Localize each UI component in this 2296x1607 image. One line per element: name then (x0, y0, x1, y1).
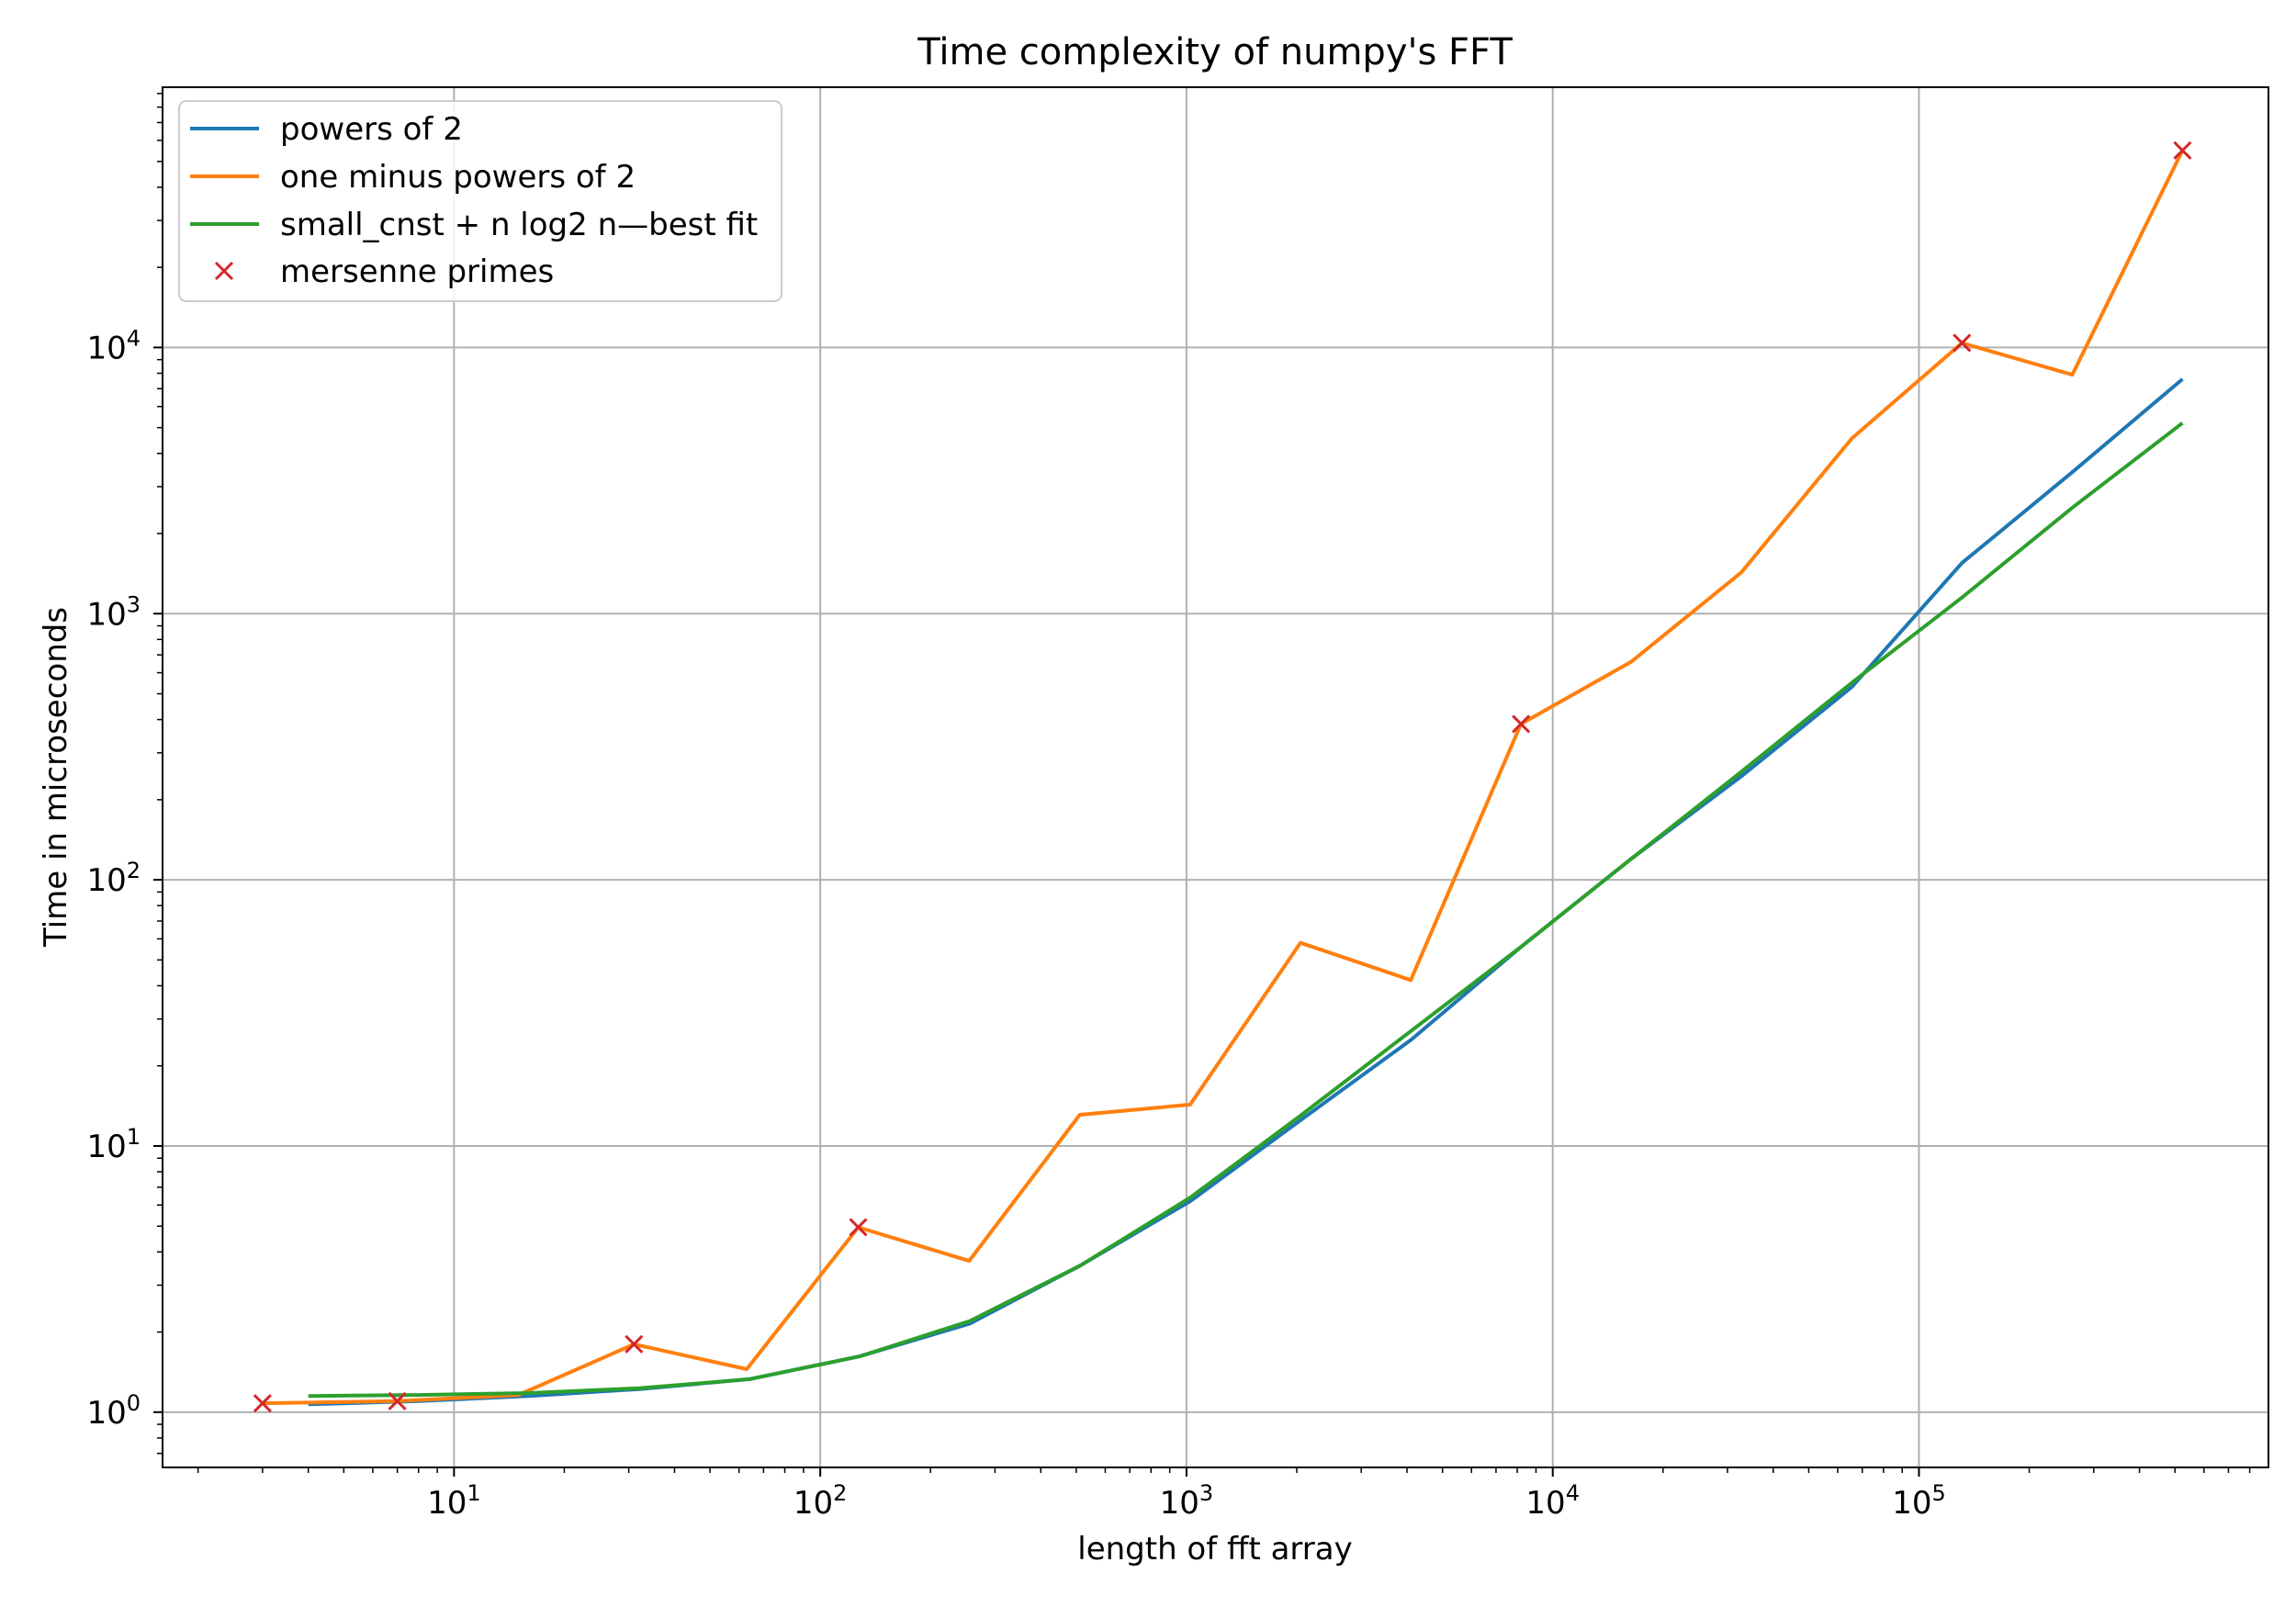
y-tick-label: 102 (86, 858, 141, 899)
x-tick-label-base: 10 (1160, 1485, 1199, 1522)
x-tick-label: 103 (1160, 1480, 1214, 1522)
y-tick-label-base: 10 (86, 330, 126, 366)
y-tick-label-exponent: 4 (127, 325, 141, 351)
mersenne-prime-marker (2173, 140, 2192, 160)
mersenne-prime-marker (849, 1218, 868, 1237)
series-lines (262, 149, 2185, 1407)
legend: powers of 2 one minus powers of 2 small_… (178, 100, 782, 302)
x-tick-label-exponent: 2 (833, 1480, 847, 1506)
x-tick-label-base: 10 (1525, 1485, 1565, 1522)
x-tick-label-base: 10 (1892, 1485, 1931, 1522)
x-tick-label-base: 10 (427, 1485, 467, 1522)
mersenne-prime-marker (1953, 333, 1972, 353)
legend-label-powers-of-2: powers of 2 (280, 111, 463, 148)
y-tick-label-base: 10 (86, 862, 126, 899)
mersenne-prime-marker (1512, 714, 1531, 734)
y-tick-label: 103 (86, 591, 141, 633)
x-tick-label-exponent: 5 (1931, 1480, 1945, 1506)
y-tick-label-exponent: 0 (127, 1390, 141, 1416)
y-tick-label: 104 (86, 325, 141, 366)
x-tick-label: 105 (1892, 1480, 1946, 1522)
y-tick-label-base: 10 (86, 596, 126, 633)
legend-swatch-mersenne-primes (214, 261, 234, 281)
chart-title: Time complexity of numpy's FFT (917, 31, 1513, 73)
marker-stroke-b (1953, 333, 1972, 353)
plot-frame (162, 86, 2269, 1468)
marker-stroke-b (2173, 140, 2192, 160)
y-axis-label: Time in microseconds (38, 607, 74, 948)
x-tick-label: 102 (793, 1480, 848, 1522)
legend-x-marker-stroke-b (214, 261, 234, 281)
y-tick-label-exponent: 1 (127, 1124, 141, 1150)
legend-box (178, 100, 782, 302)
x-tick-label-base: 10 (793, 1485, 833, 1522)
y-tick-label-exponent: 2 (127, 858, 141, 883)
series-line-1 (262, 149, 2185, 1406)
legend-label-best-fit: small_cnst + n log2 n—best fit (280, 207, 758, 243)
marker-stroke-b (849, 1218, 868, 1237)
y-tick-label: 100 (86, 1390, 141, 1432)
x-axis-label: length of fft array (1077, 1531, 1352, 1568)
legend-label-mersenne-primes: mersenne primes (280, 253, 554, 290)
x-tick-label: 104 (1525, 1480, 1580, 1522)
legend-label-one-minus-powers-of-2: one minus powers of 2 (280, 159, 636, 196)
y-tick-label: 101 (86, 1124, 141, 1165)
mersenne-markers (253, 140, 2192, 1413)
series-line-2 (308, 421, 2184, 1399)
marker-stroke-b (253, 1394, 272, 1413)
y-tick-label-exponent: 3 (127, 591, 141, 617)
marker-stroke-b (1512, 714, 1531, 734)
major-ticks (153, 346, 1920, 1477)
y-tick-label-base: 10 (86, 1129, 126, 1165)
x-tick-label-exponent: 1 (467, 1480, 480, 1506)
y-tick-label-base: 10 (86, 1395, 126, 1432)
grid (163, 87, 2268, 1467)
marker-stroke-b (388, 1391, 407, 1410)
mersenne-prime-marker (625, 1334, 644, 1354)
marker-stroke-b (625, 1334, 644, 1354)
mersenne-prime-marker (388, 1391, 407, 1410)
x-tick-label-exponent: 3 (1199, 1480, 1213, 1506)
x-tick-label-exponent: 4 (1566, 1480, 1580, 1506)
x-tick-label: 101 (427, 1480, 481, 1522)
mersenne-prime-marker (253, 1394, 272, 1413)
